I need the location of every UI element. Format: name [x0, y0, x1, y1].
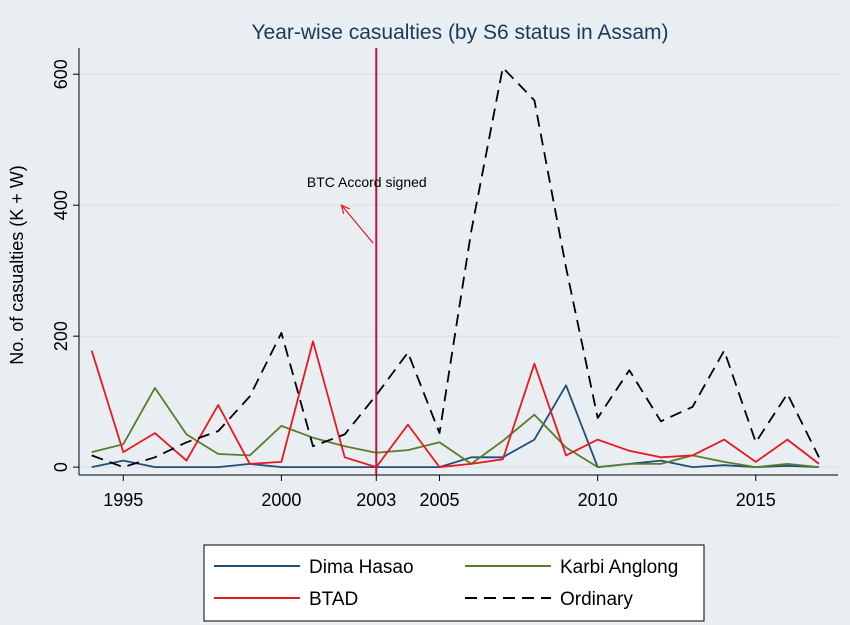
- y-tick-label-600: 600: [51, 59, 71, 89]
- gridlines: [79, 73, 838, 468]
- x-tick-label-1995: 1995: [103, 490, 143, 510]
- y-tick-label-200: 200: [51, 321, 71, 351]
- x-tick-label-2010: 2010: [578, 490, 618, 510]
- annotation-arrow: [341, 204, 374, 244]
- legend: Dima Hasao Karbi Anglong BTAD Ordinary: [203, 544, 705, 622]
- x-tick-label-2005: 2005: [420, 490, 460, 510]
- legend-label-karbi-anglong: Karbi Anglong: [560, 557, 678, 578]
- legend-label-dima-hasao: Dima Hasao: [309, 557, 414, 578]
- annotation: BTC Accord signed: [307, 174, 427, 244]
- axes: [78, 48, 838, 476]
- y-ticks: 0 200 400 600: [51, 59, 79, 472]
- x-tick-label-2000: 2000: [261, 490, 301, 510]
- series-line-karbi-anglong: [91, 386, 820, 469]
- legend-label-ordinary: Ordinary: [560, 589, 633, 610]
- y-tick-label-400: 400: [51, 190, 71, 220]
- y-axis-title: No. of casualties (K + W): [7, 165, 27, 365]
- series-lines: [90, 66, 820, 469]
- legend-label-btad: BTAD: [309, 589, 358, 610]
- series-line-ordinary: [91, 66, 820, 469]
- x-tick-label-2003: 2003: [356, 490, 396, 510]
- y-tick-label-0: 0: [51, 462, 71, 472]
- chart-title: Year-wise casualties (by S6 status in As…: [251, 21, 668, 44]
- series-line-dima-hasao: [91, 384, 820, 469]
- annotation-arrowhead: [340, 204, 350, 215]
- series-line-btad: [90, 340, 820, 469]
- x-tick-label-2015: 2015: [736, 490, 776, 510]
- x-ticks: 1995 2000 2003 2005 2010 2015: [103, 475, 776, 510]
- annotation-label: BTC Accord signed: [307, 174, 427, 190]
- legend-box: [203, 544, 705, 622]
